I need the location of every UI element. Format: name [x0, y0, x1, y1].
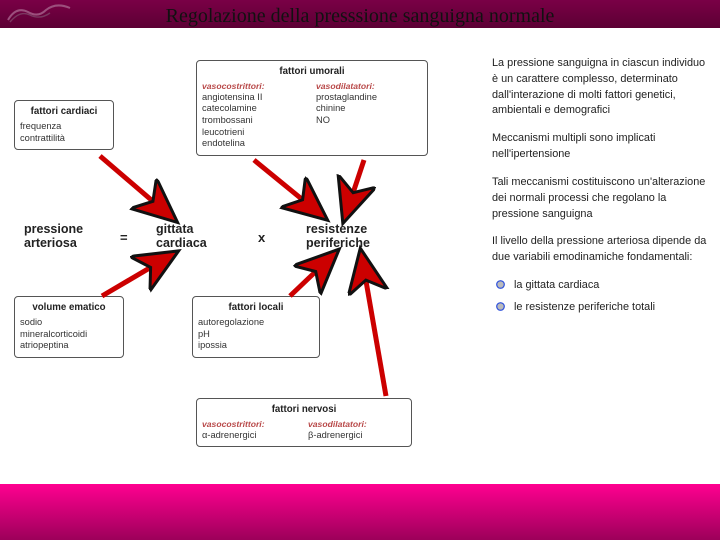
slide-title: Regolazione della presssione sanguigna n… [0, 5, 720, 28]
equation-gittata: gittata cardiaca [156, 222, 207, 250]
box-line: chinine [316, 103, 422, 115]
paragraph: Tali meccanismi costituiscono un'alteraz… [492, 175, 710, 222]
box-header: fattori locali [198, 302, 314, 314]
box-line: endotelina [202, 138, 308, 150]
box-line: pH [198, 329, 314, 341]
box-line: atriopeptina [20, 340, 118, 352]
box-fattori-umorali: fattori umorali vasocostrittori: angiote… [196, 60, 428, 156]
bullet-text: le resistenze periferiche totali [514, 301, 655, 313]
box-volume-ematico: volume ematico sodio mineralcorticoidi a… [14, 296, 124, 358]
bullet-icon [496, 280, 505, 289]
box-line: prostaglandine [316, 92, 422, 104]
box-fattori-locali: fattori locali autoregolazione pH ipossi… [192, 296, 320, 358]
box-line: ipossia [198, 340, 314, 352]
box-header: fattori cardiaci [20, 106, 108, 118]
bullet-icon [496, 302, 505, 311]
box-line: trombossani [202, 115, 308, 127]
bullet-list: la gittata cardiaca le resistenze perife… [514, 278, 710, 316]
bottom-bar [0, 484, 720, 540]
box-fattori-nervosi: fattori nervosi vasocostrittori: α-adren… [196, 398, 412, 447]
box-header: fattori nervosi [202, 404, 406, 416]
sublabel-vasocostrittori: vasocostrittori: [202, 419, 300, 430]
box-line: contrattilità [20, 133, 108, 145]
sublabel-vasocostrittori: vasocostrittori: [202, 81, 308, 92]
right-text-panel: La pressione sanguigna in ciascun indivi… [492, 56, 710, 322]
box-line: autoregolazione [198, 317, 314, 329]
equation-pressione: pressione arteriosa [24, 222, 83, 250]
paragraph: La pressione sanguigna in ciascun indivi… [492, 56, 710, 119]
equation-times: x [258, 230, 265, 245]
box-line: sodio [20, 317, 118, 329]
sublabel-vasodilatatori: vasodilatatori: [316, 81, 422, 92]
box-fattori-cardiaci: fattori cardiaci frequenza contrattilità [14, 100, 114, 150]
equation-resistenze: resistenze periferiche [306, 222, 370, 250]
diagram: fattori cardiaci frequenza contrattilità… [10, 56, 482, 484]
paragraph: Il livello della pressione arteriosa dip… [492, 234, 710, 266]
equation-equals: = [120, 230, 128, 245]
box-line: β-adrenergici [308, 430, 406, 442]
box-header: fattori umorali [202, 66, 422, 78]
list-item: le resistenze periferiche totali [514, 300, 710, 316]
bullet-text: la gittata cardiaca [514, 279, 599, 291]
sublabel-vasodilatatori: vasodilatatori: [308, 419, 406, 430]
box-header: volume ematico [20, 302, 118, 314]
box-line: frequenza [20, 121, 108, 133]
list-item: la gittata cardiaca [514, 278, 710, 294]
box-line: α-adrenergici [202, 430, 300, 442]
box-line: mineralcorticoidi [20, 329, 118, 341]
content-area: fattori cardiaci frequenza contrattilità… [0, 56, 720, 484]
box-line: angiotensina II [202, 92, 308, 104]
paragraph: Meccanismi multipli sono implicati nell'… [492, 131, 710, 163]
box-line: catecolamine [202, 103, 308, 115]
box-line: leucotrieni [202, 127, 308, 139]
box-line: NO [316, 115, 422, 127]
